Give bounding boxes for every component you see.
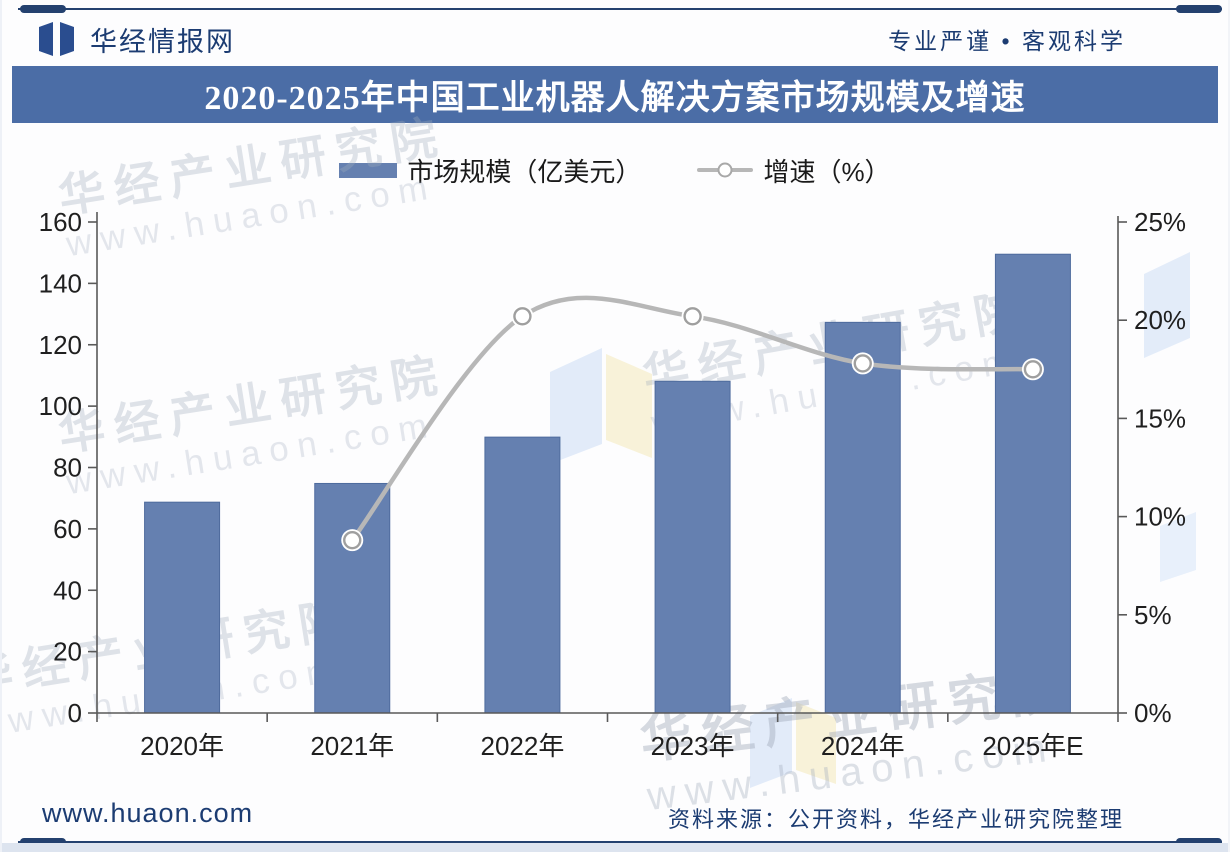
x-axis-label: 2022年	[480, 731, 564, 761]
top-divider	[18, 5, 1222, 13]
left-axis-tick-label: 20	[53, 637, 82, 667]
left-axis-tick-label: 80	[53, 453, 82, 483]
growth-marker-2021年	[343, 530, 362, 550]
chart-title: 2020-2025年中国工业机器人解决方案市场规模及增速	[204, 80, 1026, 117]
bar-2021年	[314, 482, 391, 714]
right-axis-tick-label: 15%	[1134, 403, 1186, 433]
footer-source-note: 资料来源：公开资料，华经产业研究院整理	[667, 807, 1124, 832]
legend-marker-icon	[717, 162, 733, 178]
huajing-logo-icon	[39, 22, 74, 56]
brand: 华经情报网	[38, 20, 235, 59]
left-axis-tick-label: 100	[39, 391, 82, 421]
legend-item-growth: 增速（%）	[697, 152, 891, 189]
x-axis-label: 2024年	[821, 731, 905, 761]
growth-marker-2025年E	[1023, 360, 1043, 379]
right-axis-tick-label: 5%	[1134, 600, 1172, 630]
header: 华经情报网 专业严谨 • 客观科学	[38, 20, 1188, 58]
legend-item-market-size: 市场规模（亿美元）	[339, 152, 641, 189]
left-axis-tick-label: 160	[39, 207, 82, 237]
x-axis-label: 2020年	[140, 731, 224, 761]
bar-2024年	[824, 321, 901, 714]
left-axis-tick-label: 140	[39, 268, 82, 298]
header-slogan: 专业严谨 • 客观科学	[888, 28, 1126, 54]
bar-2025年E	[994, 253, 1071, 714]
right-axis-tick-label: 0%	[1134, 698, 1172, 728]
x-axis-label: 2023年	[651, 731, 735, 761]
bottom-divider-left-dash	[20, 838, 66, 846]
bar-2023年	[654, 380, 731, 714]
left-axis-tick-label: 40	[53, 575, 82, 605]
top-divider-right-dash	[1176, 5, 1222, 13]
bottom-divider-right-dash	[1176, 838, 1222, 846]
brand-name: 华经情报网	[90, 26, 235, 57]
top-divider-left-dash	[20, 5, 66, 13]
left-axis-tick-label: 60	[53, 514, 82, 544]
footer-website: www.huaon.com	[42, 798, 254, 828]
right-axis-tick-label: 25%	[1134, 207, 1186, 237]
growth-marker-2023年	[683, 307, 702, 326]
legend-line-label: 增速（%）	[763, 156, 891, 187]
left-axis-tick-label: 0	[68, 698, 82, 728]
bar-2022年	[484, 436, 561, 714]
legend: 市场规模（亿美元） 增速（%）	[2, 150, 1228, 190]
chart-title-banner: 2020-2025年中国工业机器人解决方案市场规模及增速	[12, 66, 1218, 123]
legend-line-swatch	[697, 162, 754, 178]
bottom-band	[2, 843, 1228, 852]
bar-2020年	[144, 501, 221, 714]
right-axis-tick-label: 10%	[1134, 502, 1186, 532]
x-axis-label: 2021年	[310, 731, 394, 761]
legend-bar-label: 市场规模（亿美元）	[407, 156, 642, 187]
legend-bar-swatch	[339, 162, 398, 178]
growth-marker-2024年	[853, 354, 872, 373]
x-axis-label: 2025年E	[982, 731, 1083, 761]
right-axis-tick-label: 20%	[1134, 305, 1186, 335]
bottom-divider	[18, 838, 1222, 846]
growth-marker-2022年	[513, 307, 532, 326]
left-axis-tick-label: 120	[39, 330, 82, 360]
